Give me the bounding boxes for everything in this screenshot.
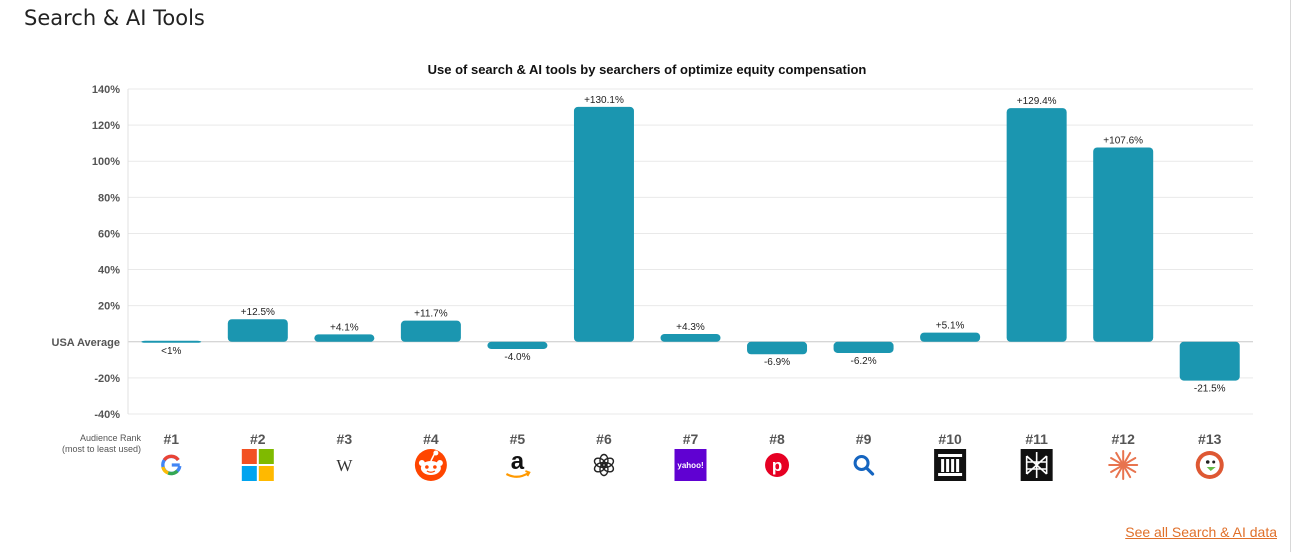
rank-label: #6 [596,431,612,447]
yahoo-icon: yahoo! [674,449,707,481]
y-tick-label: USA Average [52,337,120,349]
amazon-icon: a [505,448,531,478]
svg-text:W: W [336,456,353,475]
rank-label: #4 [423,431,439,447]
bar [1093,147,1154,342]
bar-value-label: +107.6% [1103,136,1143,147]
y-tick-label: 80% [98,192,120,204]
bar [400,320,461,342]
rank-axis-label: Audience Rank(most to least used) [62,433,142,454]
svg-text:yahoo!: yahoo! [677,461,703,470]
rank-label: #9 [856,431,872,447]
duckduckgo-icon [1195,451,1224,479]
perplexity-icon [1020,449,1053,481]
pinterest-icon: p [765,453,790,477]
bar-value-label: -21.5% [1194,384,1226,395]
bar [1006,108,1067,342]
rank-label: #3 [337,431,353,447]
rank-label: #1 [163,431,179,447]
archive-icon [934,449,967,481]
bar-value-label: +11.7% [414,309,448,320]
rank-label: #11 [1025,431,1048,447]
svg-text:a: a [511,448,525,475]
rank-label: #13 [1198,431,1222,447]
bar-value-label: -6.2% [851,356,877,367]
bar [573,106,634,342]
bar-value-label: -4.0% [504,352,530,363]
chart-title: Use of search & AI tools by searchers of… [428,62,867,77]
wikipedia-icon: W [336,456,353,475]
rank-label: #7 [683,431,699,447]
value-labels: <1% +12.5% +4.1% +11.7% -4.0% +130.1% +4.3% -6.… [161,95,1226,395]
bar [1179,341,1240,381]
google-icon [161,454,182,476]
rank-label: #8 [769,431,785,447]
y-tick-label: 60% [98,228,120,240]
chart-grid [127,88,1253,415]
bar [747,341,808,355]
chatgpt-icon [593,453,615,477]
bar-value-label: +4.3% [676,322,705,333]
bar-value-label: +130.1% [584,95,624,106]
y-tick-label: 20% [98,301,120,313]
bar [314,334,375,342]
claude-icon [1108,450,1139,480]
bar [833,341,894,353]
search-icon [853,455,875,476]
y-axis: 140% 120% 100% 80% 60% 40% 20% USA Average -20% -… [52,84,121,421]
page-title: Search & AI Tools [24,6,205,30]
rank-axis-label-line: (most to least used) [62,444,141,454]
reddit-icon [414,449,447,481]
bars [141,106,1240,381]
bar [920,332,981,342]
bar [141,340,202,343]
rank-axis-label-line: Audience Rank [80,433,142,443]
rank-label: #5 [510,431,526,447]
bar-value-label: -6.9% [764,357,790,368]
y-tick-label: 40% [98,265,120,277]
rank-label: #12 [1112,431,1136,447]
bar [660,334,721,342]
bar-value-label: +4.1% [330,322,359,333]
rank-label: #2 [250,431,266,447]
y-tick-label: -40% [94,409,120,421]
y-tick-label: 140% [92,84,120,96]
bar [487,341,548,349]
bar-value-label: +129.4% [1017,96,1057,107]
svg-text:p: p [772,456,782,475]
x-axis: #1 #2 #3 #4 #5 #6 #7 #8 #9 #10 #11 #12 #13 [163,431,1221,447]
y-tick-label: -20% [94,373,120,385]
bar-value-label: <1% [161,346,181,357]
bar-value-label: +12.5% [241,307,275,318]
rank-label: #10 [938,431,962,447]
see-all-link[interactable]: See all Search & AI data [1125,524,1277,540]
bar [227,319,288,342]
microsoft-icon [241,449,274,481]
y-tick-label: 100% [92,156,120,168]
y-tick-label: 120% [92,120,120,132]
bar-value-label: +5.1% [936,321,965,332]
